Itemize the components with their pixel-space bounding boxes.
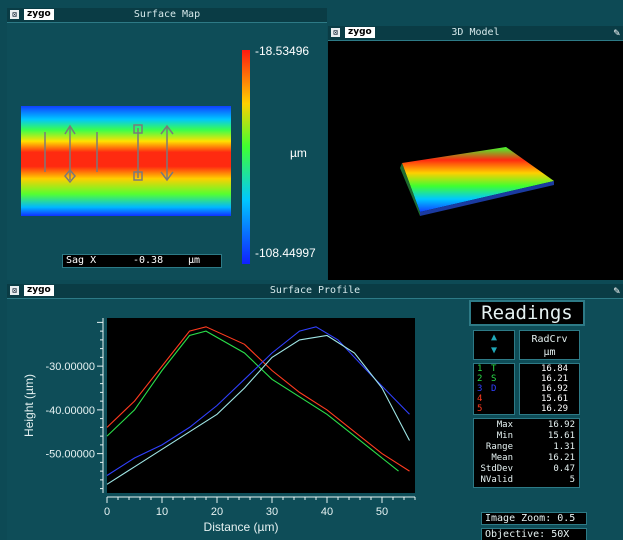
readings-stat-value: 5 xyxy=(569,475,575,485)
readings-row-value: 15.61 xyxy=(541,394,569,404)
x-tick-label: 10 xyxy=(156,506,168,518)
readings-row-value: 16.29 xyxy=(541,404,569,414)
readings-stat-value: 15.61 xyxy=(547,431,575,441)
readings-row: 4 15.61 xyxy=(473,394,580,404)
sag-readout: Sag X -0.38 µm xyxy=(62,254,222,268)
readings-stat-row: Min 15.61 xyxy=(473,431,580,442)
panel-title: Surface Profile xyxy=(269,285,361,296)
readings-stat-label: Mean xyxy=(491,453,513,463)
close-icon[interactable]: ⊠ xyxy=(10,286,19,295)
readings-stat-value: 16.92 xyxy=(547,420,575,430)
model-3d-view[interactable] xyxy=(328,40,623,280)
readings-row-marker: T xyxy=(491,364,497,374)
y-tick-label: -30.00000 xyxy=(45,361,95,373)
panel-title: 3D Model xyxy=(451,27,500,38)
close-icon[interactable]: ⊠ xyxy=(331,28,340,37)
readings-stat-row: Range 1.31 xyxy=(473,442,580,453)
readings-labels xyxy=(473,363,515,415)
model-3d-panel: ⊠ zygo 3D Model ✎ xyxy=(328,26,623,280)
readings-stat-label: Min xyxy=(496,431,513,441)
objective-box: Objective: 50X xyxy=(481,528,587,540)
readings-stat-label: Range xyxy=(485,442,513,452)
x-tick-label: 50 xyxy=(376,506,388,518)
surface-slab-side xyxy=(400,163,420,216)
readings-values xyxy=(519,363,580,415)
column-header-label: RadCrv xyxy=(531,334,568,345)
readings-stats-box xyxy=(473,418,580,488)
x-tick-label: 20 xyxy=(211,506,223,518)
y-tick-label: -50.00000 xyxy=(45,449,95,461)
readings-row: 2 S 16.21 xyxy=(473,374,580,384)
readings-row-label: 3 xyxy=(477,384,483,394)
y-tick-label: -40.00000 xyxy=(45,405,95,417)
zygo-logo: zygo xyxy=(24,285,54,296)
readings-row-marker: D xyxy=(491,384,497,394)
surface-map-panel: ⊠ zygo Surface Map xyxy=(7,8,327,280)
model-3d-titlebar[interactable]: ⊠ zygo 3D Model ✎ xyxy=(328,26,623,41)
readings-stat-label: Max xyxy=(496,420,513,430)
scale-max-label: -18.53496 xyxy=(255,44,310,58)
wrench-icon[interactable]: ✎ xyxy=(613,26,620,39)
image-zoom-box: Image Zoom: 0.5 xyxy=(481,512,587,525)
x-axis-label: Distance (µm) xyxy=(204,520,279,534)
image-zoom-label: Image Zoom: 0.5 xyxy=(485,513,576,524)
readings-row: 5 16.29 xyxy=(473,404,580,414)
zygo-logo: zygo xyxy=(345,27,375,38)
zygo-logo: zygo xyxy=(24,9,54,20)
series-line-4 xyxy=(106,334,410,485)
plot-area xyxy=(107,318,415,493)
sag-value: -0.38 xyxy=(133,255,164,266)
scale-min-label: -108.44997 xyxy=(255,246,316,260)
surface-slab-edge xyxy=(420,181,554,216)
readings-row-label: 1 xyxy=(477,364,483,374)
readings-row: 3 D 16.92 xyxy=(473,384,580,394)
readings-stat-row: Max 16.92 xyxy=(473,420,580,431)
scale-unit-label: µm xyxy=(290,146,307,160)
readings-sort-button[interactable]: ▲ ▼ xyxy=(473,330,515,360)
profile-markers xyxy=(44,124,174,184)
readings-row-label: 2 xyxy=(477,374,483,384)
readings-row-value: 16.92 xyxy=(541,384,569,394)
readings-row-label: 5 xyxy=(477,404,483,414)
readings-stat-row: NValid 5 xyxy=(473,475,580,486)
surface-height-band xyxy=(21,106,231,216)
x-tick-label: 30 xyxy=(266,506,278,518)
column-header-unit: µm xyxy=(543,347,556,358)
x-tick-label: 40 xyxy=(321,506,333,518)
readings-title: Readings xyxy=(481,302,573,324)
series-line-1 xyxy=(106,326,410,472)
readings-row-value: 16.84 xyxy=(541,364,569,374)
close-icon[interactable]: ⊠ xyxy=(10,10,19,19)
readings-stat-label: StdDev xyxy=(480,464,513,474)
readings-stat-value: 0.47 xyxy=(553,464,575,474)
wrench-icon[interactable]: ✎ xyxy=(613,284,620,297)
panel-title: Surface Map xyxy=(133,9,201,20)
objective-label: Objective: 50X xyxy=(485,529,570,540)
surface-profile-titlebar[interactable]: ⊠ zygo Surface Profile ✎ xyxy=(7,284,623,299)
y-axis-label: Height (µm) xyxy=(22,374,36,437)
surface-map-titlebar[interactable]: ⊠ zygo Surface Map xyxy=(7,8,327,23)
sag-unit: µm xyxy=(188,255,201,266)
readings-stat-row: StdDev 0.47 xyxy=(473,464,580,475)
readings-title-box: Readings xyxy=(469,300,585,326)
x-tick-label: 0 xyxy=(104,506,110,518)
surface-slab-top xyxy=(402,147,554,212)
readings-stat-value: 1.31 xyxy=(553,442,575,452)
sag-label: Sag X xyxy=(66,255,97,266)
readings-row-value: 16.21 xyxy=(541,374,569,384)
readings-stat-row: Mean 16.21 xyxy=(473,453,580,464)
surface-profile-panel: ⊠ zygo Surface Profile ✎ 0 10 20 30 40 50 -30.… xyxy=(7,284,623,540)
readings-stat-label: NValid xyxy=(480,475,513,485)
readings-table: ▲ ▼ RadCrv µm 1 T 16.84 2 S 16.21 3 D 16.92 4 15.61… xyxy=(473,330,580,488)
color-scale-bar xyxy=(242,50,250,264)
readings-row: 1 T 16.84 xyxy=(473,364,580,374)
readings-stat-value: 16.21 xyxy=(547,453,575,463)
readings-row-label: 4 xyxy=(477,394,483,404)
readings-row-marker: S xyxy=(491,374,497,384)
surface-map-image[interactable] xyxy=(7,22,327,280)
readings-column-header: RadCrv µm xyxy=(519,330,580,360)
profile-chart[interactable]: 0 10 20 30 40 50 -30.00000 -40.00000 -50.00000 Di… xyxy=(7,298,447,540)
